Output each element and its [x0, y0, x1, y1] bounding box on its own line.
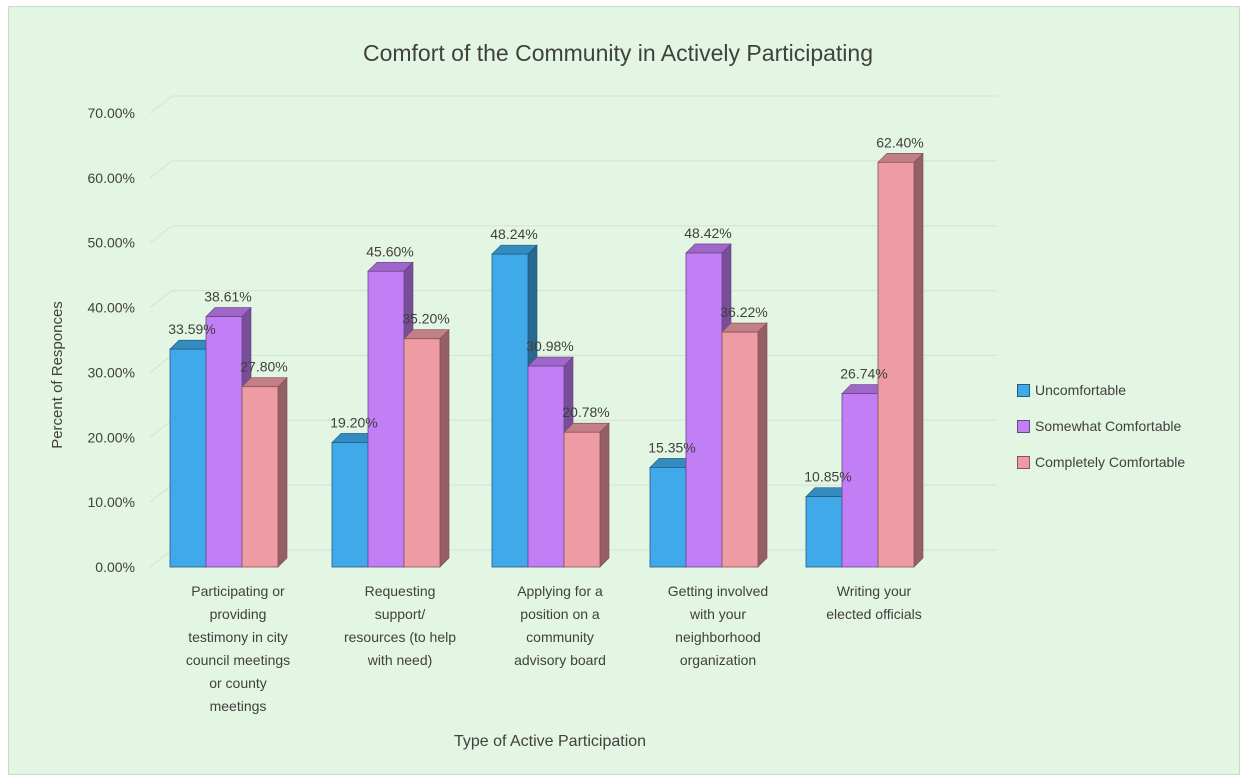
bar-completely-comfortable [721, 322, 768, 568]
chart-title: Comfort of the Community in Actively Par… [363, 40, 873, 66]
y-tick-label: 40.00% [88, 300, 135, 316]
data-label: 26.74% [840, 366, 887, 382]
data-label: 45.60% [366, 243, 413, 259]
gridline-diagonal [149, 160, 173, 179]
legend: Uncomfortable Somewhat Comfortable Complet… [1017, 372, 1185, 480]
gridline-diagonal [149, 355, 173, 373]
data-label: 33.59% [168, 321, 215, 337]
x-tick-label: Requesting support/resources (to help with… [344, 583, 456, 668]
data-label: 38.61% [204, 289, 251, 305]
y-tick-label: 70.00% [88, 105, 135, 121]
legend-swatch [1017, 455, 1030, 469]
x-tick-label: Applying for a position on a community advi… [514, 583, 606, 668]
y-tick-label: 0.00% [95, 559, 135, 575]
bar-completely-comfortable [563, 422, 610, 568]
gridline-diagonal [149, 484, 173, 503]
bar-completely-comfortable [403, 328, 450, 568]
legend-swatch [1017, 419, 1030, 433]
legend-label: Somewhat Comfortable [1035, 418, 1182, 434]
data-label: 48.24% [490, 226, 537, 242]
y-tick-label: 30.00% [88, 364, 135, 380]
legend-swatch [1017, 383, 1030, 397]
data-label: 10.85% [804, 469, 851, 485]
y-tick-label: 60.00% [88, 170, 135, 186]
bar-completely-comfortable [877, 152, 924, 568]
gridline-diagonal [149, 95, 173, 114]
data-label: 36.22% [720, 304, 767, 320]
data-label: 30.98% [526, 338, 573, 354]
x-tick-label: Writing your elected officials [826, 583, 921, 622]
y-axis-title: Percent of Responces [49, 301, 66, 449]
gridline-diagonal [149, 290, 173, 308]
legend-label: Completely Comfortable [1035, 454, 1186, 470]
data-label: 19.20% [330, 414, 377, 430]
legend-item: Somewhat Comfortable [1017, 408, 1185, 444]
gridline-diagonal [149, 549, 173, 568]
data-label: 27.80% [240, 359, 287, 375]
y-tick-label: 50.00% [88, 235, 135, 251]
x-tick-label: Getting involved with your neighborhood org… [668, 583, 768, 668]
data-label: 20.78% [562, 404, 609, 420]
y-tick-label: 20.00% [88, 429, 135, 445]
x-tick-label: Participating or providing testimony in ci… [186, 583, 290, 714]
gridline-diagonal [149, 419, 173, 438]
legend-item: Uncomfortable [1017, 372, 1185, 408]
data-label: 48.42% [684, 225, 731, 241]
data-label: 35.20% [402, 311, 449, 327]
legend-item: Completely Comfortable [1017, 444, 1185, 480]
data-label: 62.40% [876, 134, 923, 150]
legend-label: Uncomfortable [1035, 382, 1127, 398]
x-axis-title: Type of Active Participation [454, 733, 646, 750]
bar-completely-comfortable [241, 376, 288, 568]
y-tick-label: 10.00% [88, 494, 135, 510]
gridline-diagonal [149, 225, 173, 244]
data-label: 15.35% [648, 439, 695, 455]
